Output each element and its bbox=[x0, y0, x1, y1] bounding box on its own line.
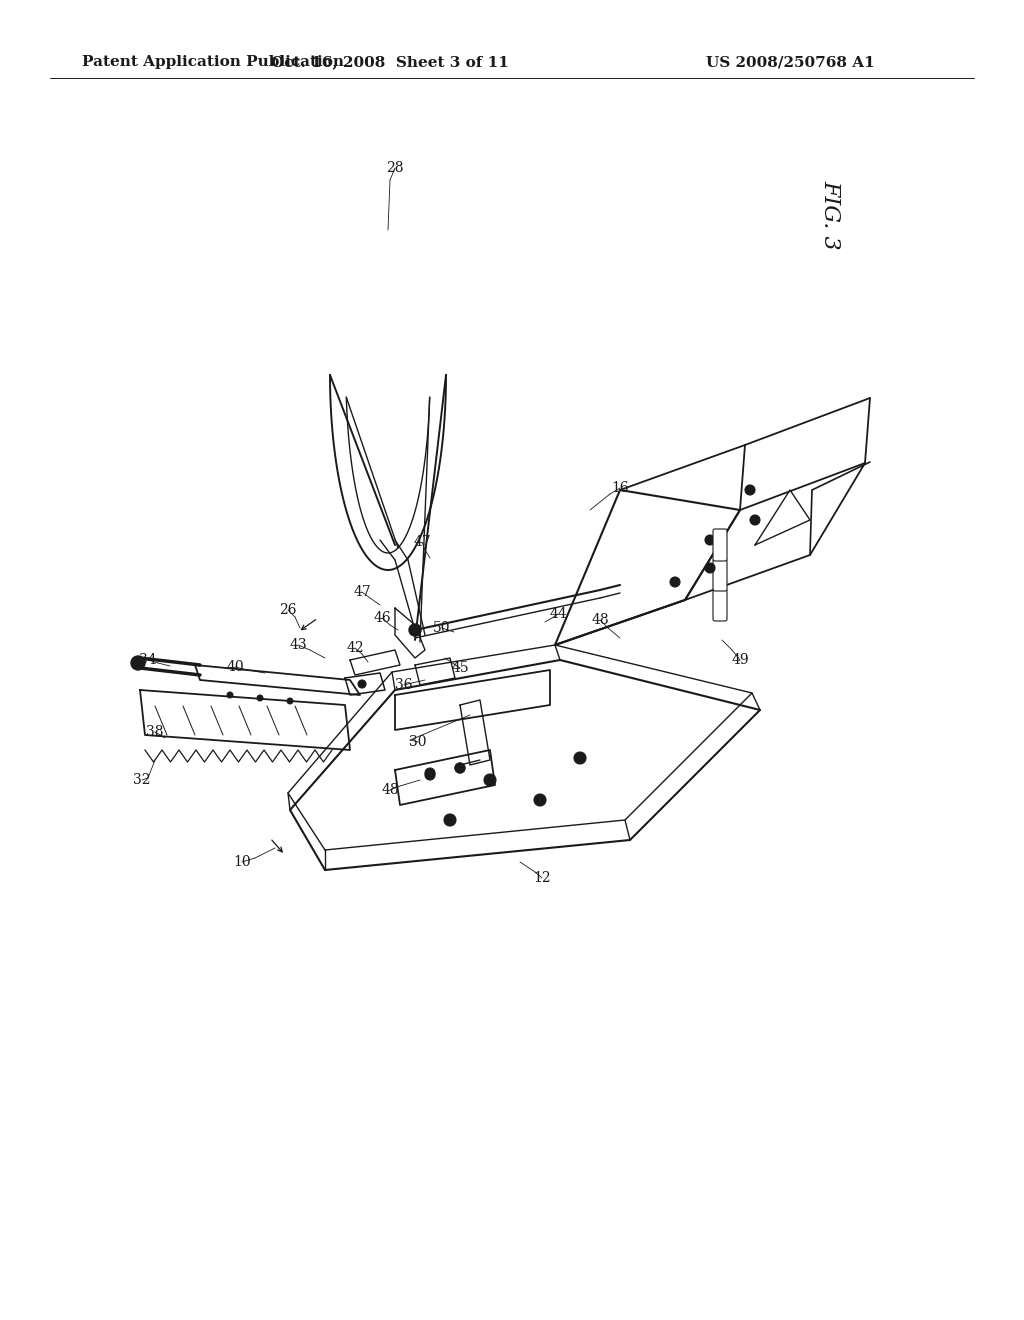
Text: Patent Application Publication: Patent Application Publication bbox=[82, 55, 344, 69]
Circle shape bbox=[705, 564, 715, 573]
Text: 43: 43 bbox=[289, 638, 307, 652]
Text: 16: 16 bbox=[611, 480, 629, 495]
Text: 26: 26 bbox=[280, 603, 297, 616]
Circle shape bbox=[131, 656, 145, 671]
Text: 32: 32 bbox=[133, 774, 151, 787]
Circle shape bbox=[425, 770, 435, 780]
Circle shape bbox=[745, 484, 755, 495]
Text: 47: 47 bbox=[353, 585, 371, 599]
Text: 12: 12 bbox=[534, 871, 551, 884]
Circle shape bbox=[257, 696, 263, 701]
Circle shape bbox=[534, 795, 546, 807]
Text: 10: 10 bbox=[233, 855, 251, 869]
FancyBboxPatch shape bbox=[713, 558, 727, 591]
Circle shape bbox=[455, 763, 465, 774]
Text: Oct. 16, 2008  Sheet 3 of 11: Oct. 16, 2008 Sheet 3 of 11 bbox=[271, 55, 509, 69]
Text: 48: 48 bbox=[591, 612, 609, 627]
Text: 38: 38 bbox=[146, 725, 164, 739]
Text: FIG. 3: FIG. 3 bbox=[819, 181, 841, 249]
Text: 48: 48 bbox=[381, 783, 398, 797]
FancyBboxPatch shape bbox=[713, 529, 727, 561]
FancyBboxPatch shape bbox=[713, 589, 727, 620]
Text: 42: 42 bbox=[346, 642, 364, 655]
Circle shape bbox=[287, 698, 293, 704]
Circle shape bbox=[227, 692, 233, 698]
Circle shape bbox=[358, 680, 366, 688]
Circle shape bbox=[750, 515, 760, 525]
Text: 36: 36 bbox=[395, 678, 413, 692]
Circle shape bbox=[484, 774, 496, 785]
Circle shape bbox=[670, 577, 680, 587]
Circle shape bbox=[705, 535, 715, 545]
Text: 46: 46 bbox=[373, 611, 391, 624]
Circle shape bbox=[574, 752, 586, 764]
Text: 28: 28 bbox=[386, 161, 403, 176]
Text: 30: 30 bbox=[410, 735, 427, 748]
Text: 44: 44 bbox=[549, 607, 567, 620]
Text: 50: 50 bbox=[433, 620, 451, 635]
Circle shape bbox=[455, 763, 465, 774]
Circle shape bbox=[444, 814, 456, 826]
Circle shape bbox=[425, 768, 435, 777]
Text: 45: 45 bbox=[452, 661, 469, 675]
Text: 47: 47 bbox=[413, 535, 431, 549]
Text: 49: 49 bbox=[731, 653, 749, 667]
Text: 40: 40 bbox=[226, 660, 244, 675]
Text: US 2008/250768 A1: US 2008/250768 A1 bbox=[706, 55, 874, 69]
Text: 34: 34 bbox=[139, 653, 157, 667]
Circle shape bbox=[409, 624, 421, 636]
